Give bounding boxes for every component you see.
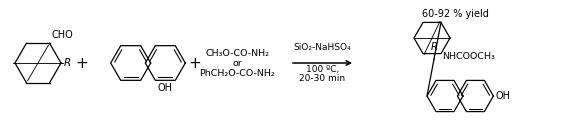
Text: SiO₂-NaHSO₄: SiO₂-NaHSO₄: [294, 43, 352, 52]
Text: OH: OH: [157, 83, 172, 93]
Text: 20-30 min: 20-30 min: [299, 74, 345, 83]
Text: R: R: [430, 42, 437, 52]
Text: or: or: [232, 59, 242, 69]
Text: PhCH₂O-CO-NH₂: PhCH₂O-CO-NH₂: [199, 70, 275, 78]
Text: CHO: CHO: [52, 30, 73, 40]
Text: 60-92 % yield: 60-92 % yield: [421, 9, 488, 19]
Text: 100 ºC,: 100 ºC,: [306, 65, 339, 74]
Text: +: +: [75, 56, 88, 70]
Text: OH: OH: [496, 91, 510, 101]
Text: R: R: [64, 58, 71, 68]
Text: CH₃O-CO-NH₂: CH₃O-CO-NH₂: [205, 50, 269, 59]
Text: NHCOOCH₃: NHCOOCH₃: [442, 52, 495, 61]
Text: +: +: [189, 56, 201, 70]
